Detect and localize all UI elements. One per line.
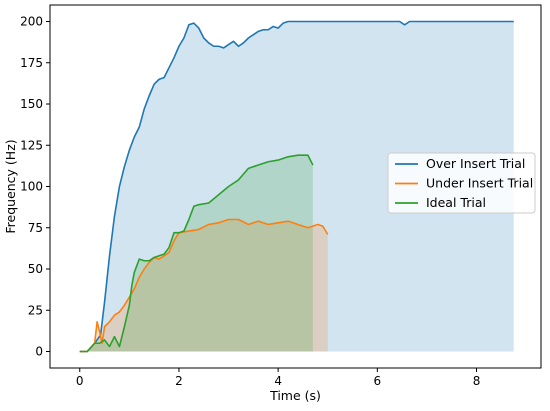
y-tick-label-1: 25 [28,303,43,317]
y-tick-label-7: 175 [20,56,43,70]
y-axis-label: Frequency (Hz) [3,139,18,233]
series-fill-1 [79,219,328,352]
y-tick-label-8: 200 [20,15,43,29]
series-line-1 [79,218,329,353]
legend-label-2: Ideal Trial [426,195,486,210]
y-tick-label-4: 100 [20,180,43,194]
legend-label-0: Over Insert Trial [426,156,525,171]
legend-box [387,152,536,214]
y-tick-label-2: 50 [28,262,43,276]
y-tick-label-5: 125 [20,138,43,152]
plot-area [79,20,514,353]
x-tick-label-2: 4 [274,374,282,388]
legend-label-1: Under Insert Trial [426,176,533,191]
ticks: 0 2 4 6 8 0 25 50 75 100 125 150 175 200 [20,15,480,389]
series-line-0 [79,20,514,353]
series-fill-2 [79,155,313,352]
series-line-2 [79,154,314,353]
y-tick-label-0: 0 [35,345,43,359]
x-tick-label-3: 6 [374,374,382,388]
x-tick-label-1: 2 [175,374,183,388]
y-tick-label-3: 75 [28,221,43,235]
x-axis-label: Time (s) [269,388,321,403]
x-tick-label-4: 8 [473,374,481,388]
x-tick-label-0: 0 [76,374,84,388]
series-fill-0 [79,21,514,352]
legend: Over Insert Trial Under Insert Trial Ideal… [387,152,536,214]
y-tick-label-6: 150 [20,97,43,111]
